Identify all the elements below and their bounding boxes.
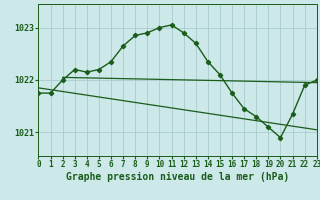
X-axis label: Graphe pression niveau de la mer (hPa): Graphe pression niveau de la mer (hPa)	[66, 172, 289, 182]
